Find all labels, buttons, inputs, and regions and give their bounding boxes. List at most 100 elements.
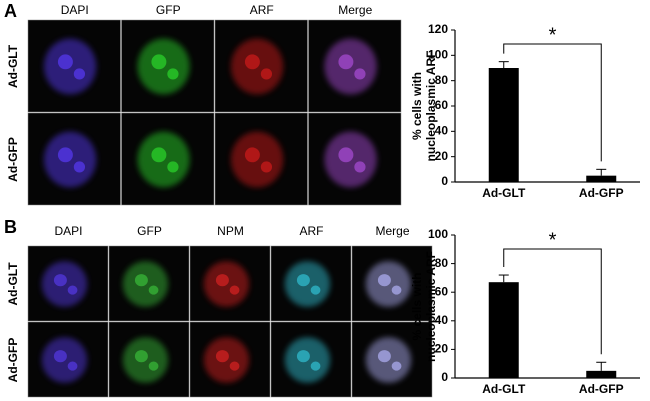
y-axis-label: % cells with bbox=[410, 72, 424, 140]
nucleolus bbox=[148, 361, 159, 371]
nucleolus bbox=[354, 68, 366, 80]
nucleolus bbox=[151, 147, 167, 163]
nucleolus bbox=[57, 147, 73, 163]
x-tick-label: Ad-GLT bbox=[482, 382, 526, 396]
nucleolus bbox=[310, 361, 321, 371]
cells bbox=[122, 261, 169, 307]
column-header: ARF bbox=[250, 3, 274, 17]
significance-mark: * bbox=[549, 229, 557, 251]
significance-bracket bbox=[503, 43, 602, 162]
cells bbox=[203, 337, 250, 383]
cells bbox=[43, 131, 97, 188]
cells bbox=[230, 38, 284, 95]
micrograph bbox=[108, 321, 190, 398]
y-tick-label: 60 bbox=[435, 284, 449, 298]
x-tick-label: Ad-GLT bbox=[482, 186, 526, 200]
nucleolus bbox=[215, 350, 229, 363]
nucleolus bbox=[391, 285, 402, 295]
cells bbox=[137, 38, 190, 95]
significance-mark: * bbox=[549, 24, 557, 46]
y-tick-label: 120 bbox=[428, 22, 448, 36]
cells bbox=[365, 337, 412, 383]
error-bar bbox=[498, 61, 509, 68]
x-tick-label: Ad-GFP bbox=[579, 186, 624, 200]
panel-letter: B bbox=[4, 217, 17, 237]
row-label: Ad-GLT bbox=[6, 44, 20, 88]
y-tick-label: 100 bbox=[428, 48, 448, 62]
nucleolus bbox=[354, 161, 366, 173]
column-header: Merge bbox=[338, 3, 372, 17]
y-tick-label: 40 bbox=[435, 124, 449, 138]
row-label: Ad-GLT bbox=[6, 262, 20, 306]
nucleolus bbox=[244, 147, 260, 163]
y-tick-label: 80 bbox=[435, 73, 449, 87]
nucleolus bbox=[67, 361, 78, 371]
bar bbox=[488, 282, 519, 378]
nucleolus bbox=[53, 274, 67, 287]
nucleolus bbox=[73, 68, 86, 80]
nucleolus bbox=[338, 54, 354, 70]
cells bbox=[324, 38, 377, 95]
nucleolus bbox=[391, 361, 402, 371]
panel-letter: A bbox=[4, 1, 17, 21]
y-tick-label: 0 bbox=[441, 370, 448, 384]
y-axis-label: nucleoplasmic ARF bbox=[424, 51, 438, 162]
nucleolus bbox=[151, 54, 167, 70]
y-tick-label: 20 bbox=[435, 149, 449, 163]
column-header: GFP bbox=[156, 3, 181, 17]
cells bbox=[365, 261, 412, 307]
y-tick-label: 40 bbox=[435, 313, 449, 327]
nucleolus bbox=[229, 285, 240, 295]
nucleolus bbox=[377, 350, 391, 363]
column-header: DAPI bbox=[61, 3, 89, 17]
cells bbox=[137, 131, 190, 188]
row-label: Ad-GFP bbox=[6, 137, 20, 182]
column-header: GFP bbox=[137, 224, 162, 238]
nucleolus bbox=[53, 350, 67, 363]
y-tick-label: 20 bbox=[435, 342, 449, 356]
column-header: NPM bbox=[217, 224, 244, 238]
nucleolus bbox=[73, 161, 86, 173]
y-tick-label: 80 bbox=[435, 256, 449, 270]
cells bbox=[41, 337, 88, 383]
y-tick-label: 100 bbox=[428, 227, 448, 241]
nucleolus bbox=[229, 361, 240, 371]
y-axis-label: nucleoplasmic ARF bbox=[424, 251, 438, 362]
bar bbox=[488, 68, 519, 182]
nucleolus bbox=[260, 68, 273, 80]
error-bar bbox=[596, 361, 607, 371]
error-bar bbox=[596, 168, 607, 176]
nucleolus bbox=[310, 285, 321, 295]
y-tick-label: 60 bbox=[435, 98, 449, 112]
error-bar bbox=[498, 274, 509, 283]
nucleolus bbox=[134, 274, 148, 287]
nucleolus bbox=[244, 54, 260, 70]
nucleolus bbox=[67, 285, 78, 295]
nucleolus bbox=[167, 68, 179, 80]
nucleolus bbox=[57, 54, 73, 70]
nucleolus bbox=[260, 161, 273, 173]
cells bbox=[284, 337, 331, 383]
column-header: DAPI bbox=[54, 224, 82, 238]
cells bbox=[122, 337, 169, 383]
bar bbox=[586, 175, 617, 182]
y-axis-label: % cells with bbox=[410, 272, 424, 340]
y-tick-label: 0 bbox=[441, 174, 448, 188]
x-tick-label: Ad-GFP bbox=[579, 382, 624, 396]
cells bbox=[203, 261, 250, 307]
nucleolus bbox=[134, 350, 148, 363]
bar bbox=[586, 370, 617, 378]
nucleolus bbox=[296, 274, 310, 287]
column-header: ARF bbox=[300, 224, 324, 238]
nucleolus bbox=[215, 274, 229, 287]
column-header: Merge bbox=[375, 224, 409, 238]
cells bbox=[230, 131, 284, 188]
cells bbox=[284, 261, 331, 307]
nucleolus bbox=[377, 274, 391, 287]
cells bbox=[43, 38, 97, 95]
row-label: Ad-GFP bbox=[6, 338, 20, 383]
nucleolus bbox=[167, 161, 179, 173]
nucleolus bbox=[338, 147, 354, 163]
significance-bracket bbox=[503, 248, 602, 355]
